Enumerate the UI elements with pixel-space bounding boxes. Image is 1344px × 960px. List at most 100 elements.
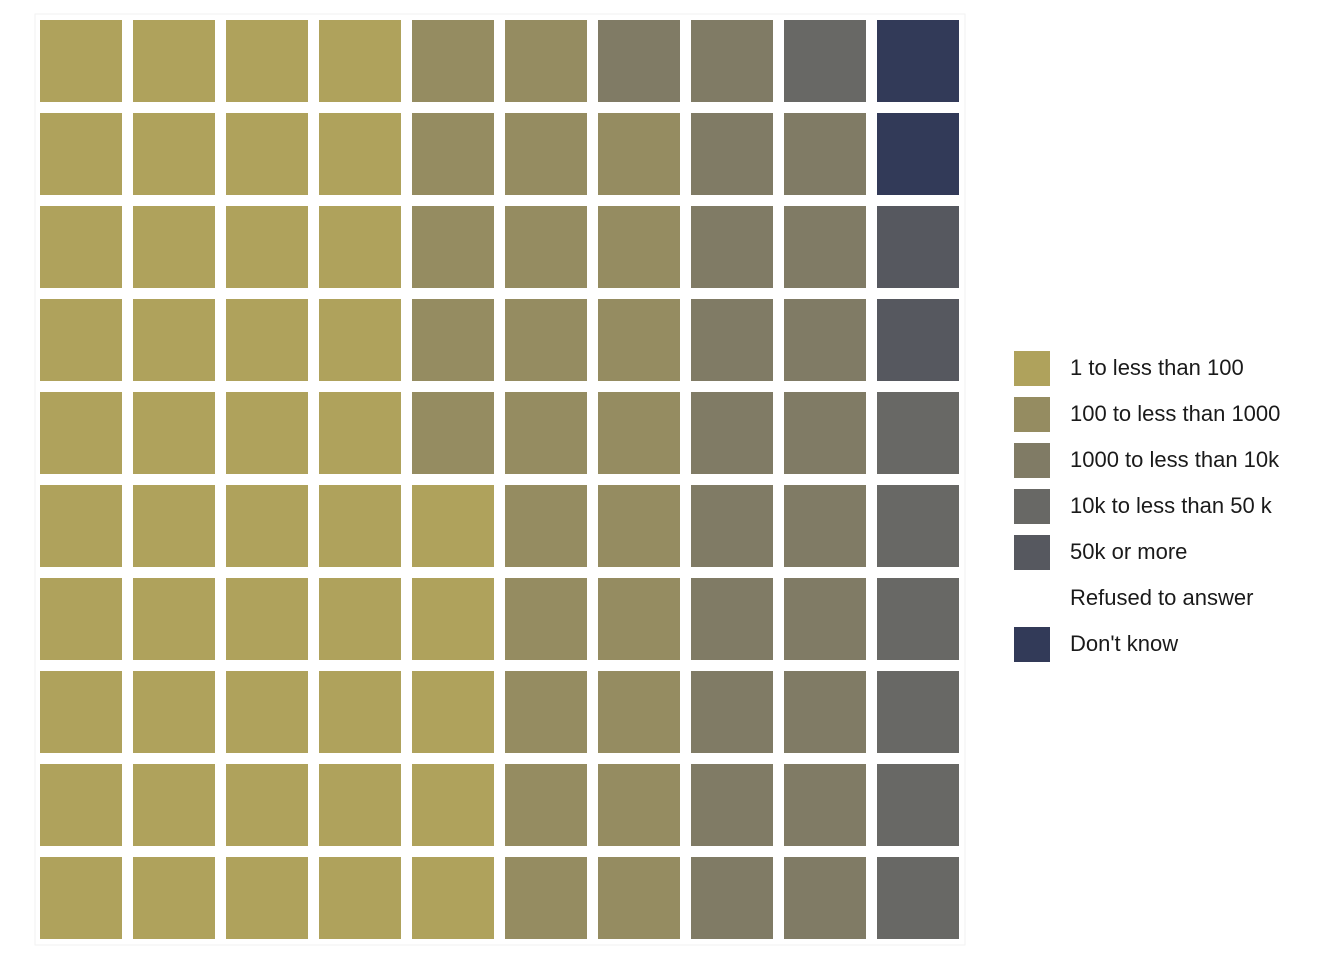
waffle-cell (877, 764, 959, 846)
waffle-cell (226, 764, 308, 846)
legend-label: 1000 to less than 10k (1070, 447, 1280, 472)
waffle-cell (691, 299, 773, 381)
waffle-cell (784, 299, 866, 381)
waffle-cell (598, 20, 680, 102)
legend-item: 100 to less than 1000 (1014, 391, 1280, 437)
waffle-cell (505, 206, 587, 288)
panel-border (34, 13, 966, 946)
waffle-cell (784, 392, 866, 474)
waffle-cell (877, 206, 959, 288)
legend-label: 1 to less than 100 (1070, 355, 1244, 380)
waffle-cell (319, 20, 401, 102)
waffle-cell (784, 857, 866, 939)
waffle-cell (691, 485, 773, 567)
waffle-cell (412, 206, 494, 288)
waffle-cell (226, 206, 308, 288)
legend-swatch (1014, 396, 1050, 432)
waffle-cell (784, 764, 866, 846)
waffle-cell (319, 113, 401, 195)
waffle-cell (784, 206, 866, 288)
waffle-cell (133, 20, 215, 102)
waffle-cell (505, 857, 587, 939)
waffle-cell (40, 20, 122, 102)
waffle-cell (40, 299, 122, 381)
legend-swatch (1014, 580, 1050, 616)
waffle-cell (505, 113, 587, 195)
waffle-cell (226, 578, 308, 660)
waffle-cell (784, 20, 866, 102)
waffle-cell (133, 671, 215, 753)
waffle-cell (877, 671, 959, 753)
legend-label: 100 to less than 1000 (1070, 401, 1281, 426)
waffle-cell (412, 113, 494, 195)
waffle-cell (133, 299, 215, 381)
waffle-cell (877, 857, 959, 939)
waffle-cell (691, 764, 773, 846)
waffle-cell (784, 485, 866, 567)
waffle-cell (319, 206, 401, 288)
waffle-cell (319, 857, 401, 939)
legend-item: 1 to less than 100 (1014, 345, 1280, 391)
legend-swatch (1014, 350, 1050, 386)
waffle-cell (598, 485, 680, 567)
waffle-cell (784, 113, 866, 195)
waffle-cell (412, 485, 494, 567)
waffle-cell (226, 485, 308, 567)
waffle-cell (226, 299, 308, 381)
waffle-cell (40, 578, 122, 660)
waffle-cell (691, 578, 773, 660)
waffle-cell (784, 671, 866, 753)
legend-label: 50k or more (1070, 539, 1188, 564)
waffle-cell (133, 764, 215, 846)
waffle-cell (877, 392, 959, 474)
waffle-cell (598, 113, 680, 195)
waffle-cell (505, 578, 587, 660)
waffle-cell (412, 299, 494, 381)
waffle-cell (226, 392, 308, 474)
waffle-cell (133, 578, 215, 660)
waffle-cell (319, 578, 401, 660)
waffle-cell (40, 485, 122, 567)
legend-label: Refused to answer (1070, 585, 1254, 610)
waffle-cell (505, 764, 587, 846)
legend-item: Refused to answer (1014, 575, 1280, 621)
waffle-cell (598, 764, 680, 846)
waffle-cell (40, 113, 122, 195)
waffle-cell (412, 392, 494, 474)
waffle-cell (226, 20, 308, 102)
waffle-cell (877, 485, 959, 567)
waffle-cell (133, 857, 215, 939)
legend-item: 1000 to less than 10k (1014, 437, 1280, 483)
legend-label: Don't know (1070, 631, 1179, 656)
waffle-cell (133, 485, 215, 567)
waffle-cell (412, 671, 494, 753)
waffle-cell (40, 857, 122, 939)
waffle-chart (34, 13, 966, 946)
waffle-cell (40, 392, 122, 474)
waffle-cell (877, 20, 959, 102)
waffle-cell (319, 671, 401, 753)
legend-swatch (1014, 626, 1050, 662)
waffle-cell (691, 113, 773, 195)
waffle-cell (412, 857, 494, 939)
legend: 1 to less than 100 100 to less than 1000 1… (1014, 345, 1280, 667)
waffle-cell (40, 671, 122, 753)
legend-label: 10k to less than 50 k (1070, 493, 1272, 518)
waffle-cell (598, 578, 680, 660)
waffle-cell (133, 392, 215, 474)
waffle-cell (598, 392, 680, 474)
waffle-cell (505, 485, 587, 567)
waffle-cell (877, 578, 959, 660)
waffle-cell (505, 299, 587, 381)
waffle-cell (505, 671, 587, 753)
waffle-cell (412, 764, 494, 846)
waffle-cell (319, 299, 401, 381)
waffle-cell (691, 20, 773, 102)
waffle-cell (133, 206, 215, 288)
waffle-cell (319, 392, 401, 474)
legend-swatch (1014, 488, 1050, 524)
legend-swatch (1014, 534, 1050, 570)
waffle-cell (319, 764, 401, 846)
waffle-cell (505, 20, 587, 102)
waffle-cell (412, 20, 494, 102)
